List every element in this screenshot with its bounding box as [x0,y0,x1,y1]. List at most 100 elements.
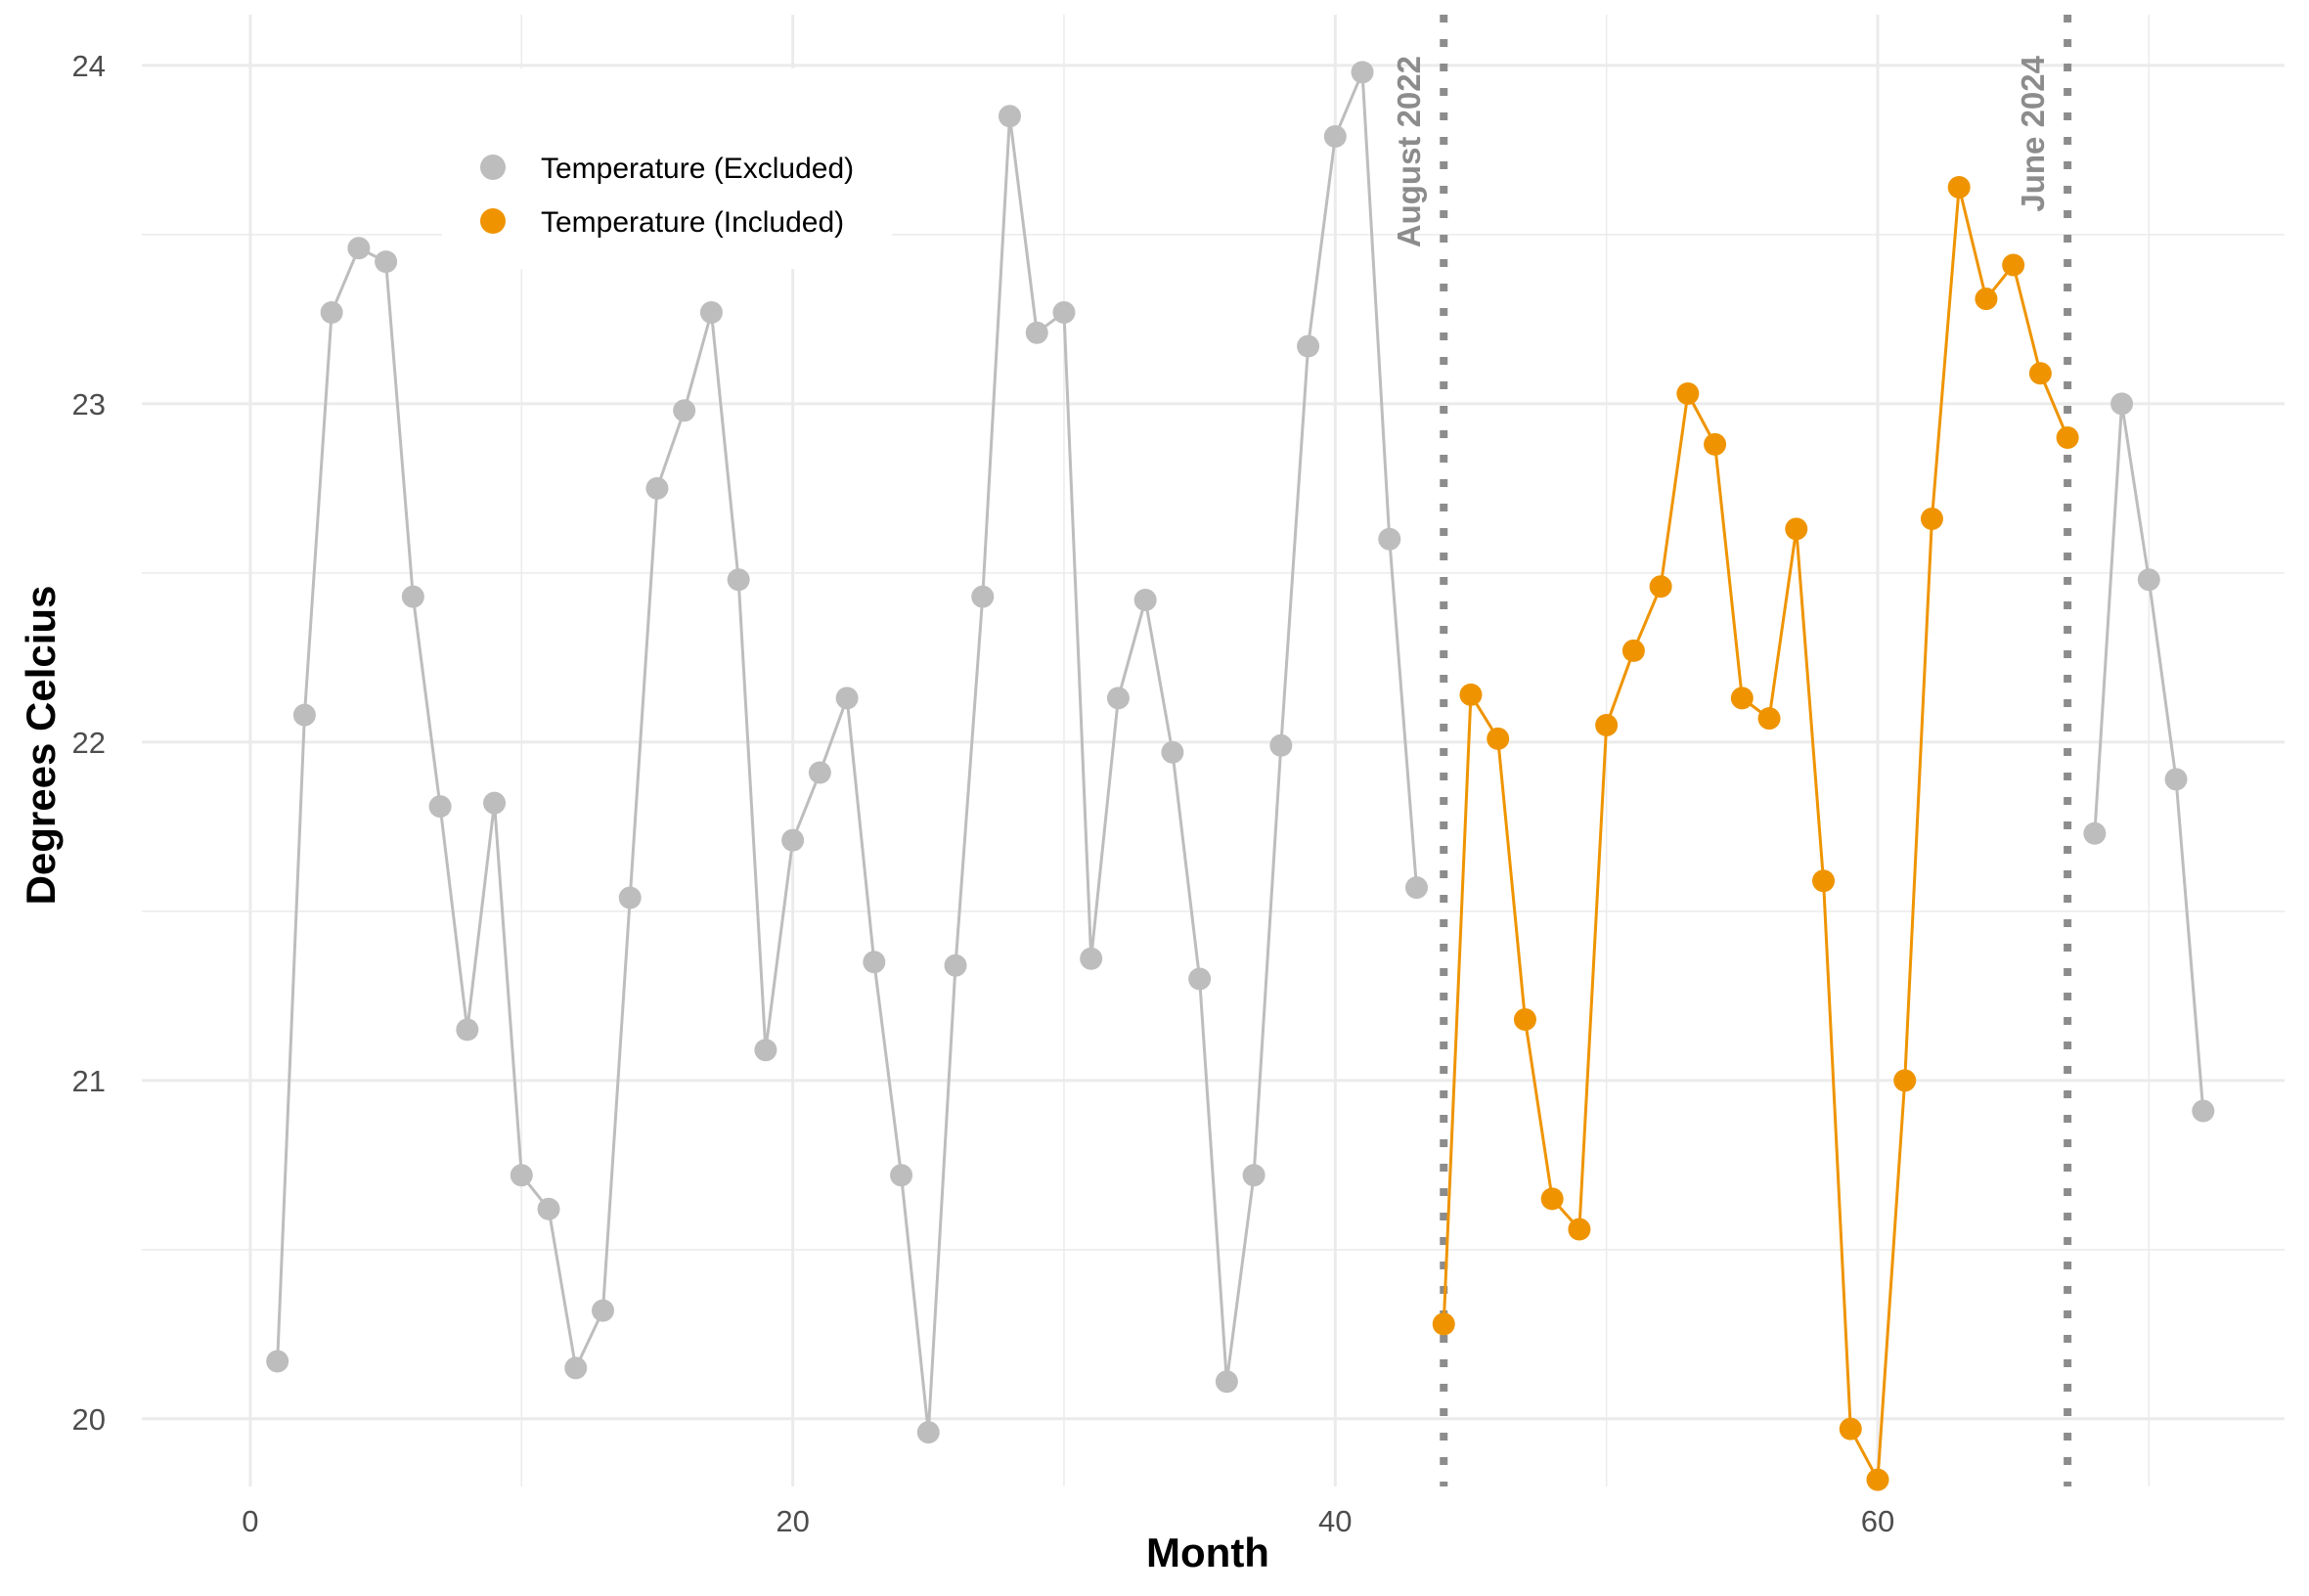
x-tick-label: 40 [1318,1504,1352,1538]
data-point-excluded [1405,876,1429,900]
data-point-included [2002,253,2025,277]
data-point-excluded [1106,687,1130,710]
data-point-excluded [375,250,398,274]
data-point-excluded [456,1018,479,1042]
grid [142,15,2285,1486]
data-point-excluded [1297,334,1320,358]
data-point-excluded [1242,1164,1266,1187]
data-point-included [1893,1069,1917,1092]
data-point-excluded [1080,947,1103,970]
data-point-excluded [1025,321,1048,344]
data-point-excluded [2164,768,2188,791]
reference-line-label: June 2024 [2015,55,2051,211]
x-axis-title: Month [1146,1530,1269,1575]
reference-lines: August 2022 June 2024 [1391,15,2072,1486]
data-point-excluded [754,1039,777,1062]
data-point-excluded [727,568,750,592]
data-point-excluded [510,1164,533,1187]
data-point-excluded [320,300,343,324]
data-point-excluded [1188,967,1212,991]
data-point-excluded [2083,821,2107,845]
data-point-included [1812,869,1836,893]
data-point-included [1704,432,1727,456]
data-point-included [1920,508,1943,531]
series-points [266,61,2215,1491]
legend-label-included: Temperature (Included) [541,206,844,239]
x-tick-label: 0 [242,1504,258,1538]
data-point-excluded [808,761,831,784]
tick-labels: 0 20 40 60 20 21 22 23 24 [72,49,1895,1538]
data-point-excluded [564,1356,588,1380]
data-point-included [1432,1312,1455,1336]
data-point-excluded [673,399,696,422]
y-tick-label: 21 [72,1064,106,1098]
y-tick-label: 20 [72,1402,106,1437]
reference-line-label: August 2022 [1391,56,1427,247]
data-point-excluded [292,703,316,727]
data-point-included [1676,381,1700,405]
data-point-excluded [1215,1370,1238,1394]
data-point-excluded [428,795,452,819]
legend: Temperature (Excluded) Temperature (Incl… [442,68,892,269]
data-point-excluded [618,886,642,909]
data-point-included [1757,707,1781,731]
data-point-included [1487,727,1510,750]
y-tick-label: 23 [72,387,106,421]
series-line-included [1442,185,2069,1482]
data-point-excluded [863,951,886,974]
series-lines [276,70,2205,1482]
y-tick-label: 24 [72,49,106,83]
data-point-excluded [835,687,859,710]
data-point-included [1513,1008,1536,1032]
data-point-excluded [1378,527,1401,551]
data-point-excluded [645,476,669,500]
data-point-excluded [483,791,507,815]
data-point-excluded [890,1164,913,1187]
x-tick-label: 60 [1861,1504,1894,1538]
data-point-excluded [2137,568,2160,592]
data-point-included [1947,175,1971,199]
data-point-included [1839,1417,1862,1441]
data-point-included [1649,575,1672,598]
legend-key-excluded [480,155,506,180]
data-point-excluded [781,828,805,852]
data-point-included [1730,687,1754,710]
data-point-excluded [944,953,967,977]
data-point-included [1595,714,1619,737]
y-axis-title: Degrees Celcius [18,586,64,906]
data-point-included [1785,517,1808,541]
data-point-excluded [1161,740,1184,764]
legend-background [442,68,892,269]
series-line-excluded [276,70,1419,1435]
data-point-excluded [537,1197,560,1220]
data-point-included [1568,1218,1591,1241]
data-point-excluded [2192,1099,2215,1123]
legend-key-included [480,208,506,234]
data-point-included [1459,683,1483,706]
data-point-excluded [401,585,424,608]
x-tick-label: 20 [776,1504,809,1538]
data-point-excluded [699,300,723,324]
data-point-excluded [2110,392,2134,416]
data-point-excluded [591,1299,614,1322]
data-point-included [2056,425,2079,449]
data-point-excluded [971,585,995,608]
data-point-excluded [1269,733,1293,757]
data-point-excluded [347,237,371,260]
data-point-excluded [1323,125,1347,149]
data-point-included [2028,362,2052,385]
data-point-excluded [916,1421,940,1444]
data-point-excluded [1133,589,1157,612]
data-point-included [1975,288,1998,311]
data-point-included [1540,1187,1564,1211]
data-point-excluded [1351,61,1374,84]
data-point-included [1621,639,1645,662]
y-tick-label: 22 [72,726,106,760]
data-point-included [1866,1468,1889,1491]
data-point-excluded [998,105,1021,128]
legend-label-excluded: Temperature (Excluded) [541,153,854,185]
data-point-excluded [1052,300,1076,324]
data-point-excluded [266,1350,289,1373]
